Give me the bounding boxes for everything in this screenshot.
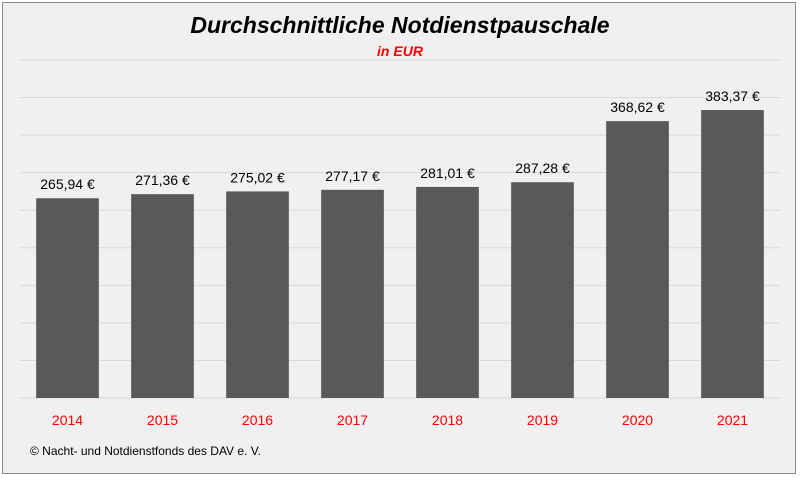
- data-label-2016: 275,02 €: [230, 169, 285, 185]
- category-labels: 2014 2015 2016 2017 2018 2019 2020 2021: [52, 412, 748, 428]
- chart-title: Durchschnittliche Notdienstpauschale: [190, 12, 610, 38]
- bar-2015: [131, 194, 194, 398]
- category-label-2020: 2020: [622, 412, 653, 428]
- category-label-2019: 2019: [527, 412, 558, 428]
- data-label-2014: 265,94 €: [40, 176, 95, 192]
- data-label-2021: 383,37 €: [705, 88, 760, 104]
- bar-2019: [511, 182, 574, 398]
- chart-subtitle: in EUR: [377, 43, 423, 59]
- bar-2021: [701, 110, 764, 398]
- category-label-2017: 2017: [337, 412, 368, 428]
- data-label-2018: 281,01 €: [420, 165, 475, 181]
- data-label-2019: 287,28 €: [515, 160, 570, 176]
- bar-2020: [606, 121, 669, 398]
- bar-2016: [226, 191, 289, 398]
- bar-2017: [321, 189, 384, 398]
- data-label-2017: 277,17 €: [325, 168, 380, 184]
- bars: [36, 110, 764, 398]
- bar-2018: [416, 186, 479, 398]
- category-label-2014: 2014: [52, 412, 83, 428]
- data-label-2015: 271,36 €: [135, 172, 190, 188]
- data-label-2020: 368,62 €: [610, 99, 665, 115]
- data-labels: 265,94 € 271,36 € 275,02 € 277,17 € 281,01 €…: [40, 88, 760, 192]
- source-note: © Nacht- und Notdienstfonds des DAV e. V…: [30, 444, 261, 458]
- bar-2014: [36, 198, 99, 398]
- category-label-2015: 2015: [147, 412, 178, 428]
- category-label-2016: 2016: [242, 412, 273, 428]
- category-label-2021: 2021: [717, 412, 748, 428]
- category-label-2018: 2018: [432, 412, 463, 428]
